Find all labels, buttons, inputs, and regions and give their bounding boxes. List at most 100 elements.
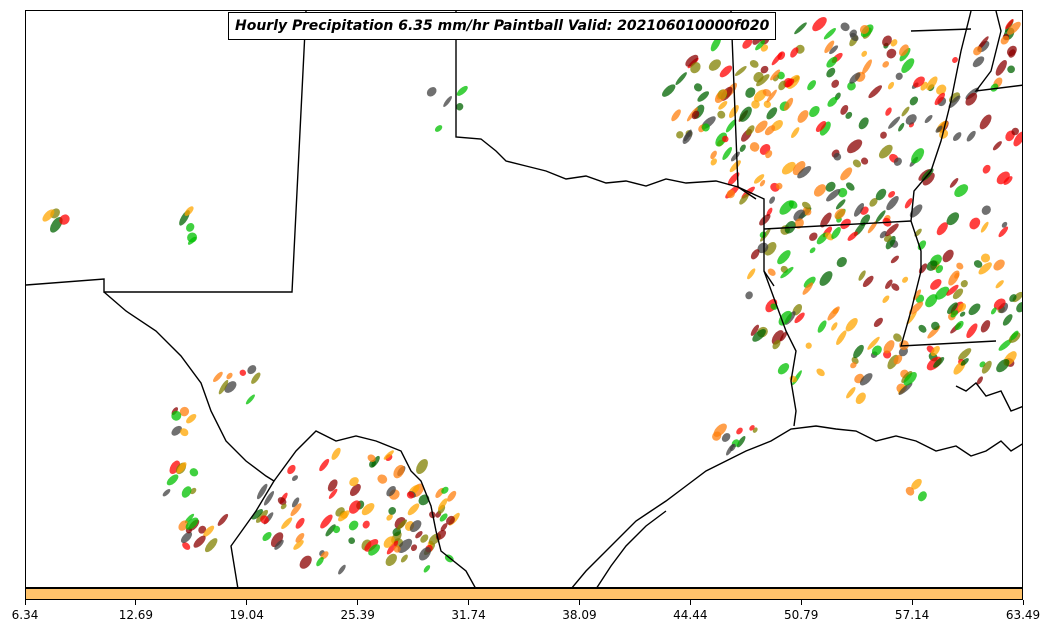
precip-cell [922, 172, 935, 186]
precip-cell [187, 232, 198, 243]
precip-cell [998, 226, 1009, 238]
precip-cell [883, 234, 892, 242]
precip-cell [995, 60, 1007, 76]
state-boundary-ok-ar [730, 11, 775, 287]
precip-cell [193, 535, 206, 548]
precip-cell [880, 131, 887, 139]
precip-cell [456, 85, 468, 96]
precip-cell [721, 433, 731, 442]
precip-cell [184, 206, 194, 216]
precip-cell [980, 253, 991, 263]
precip-cell [873, 317, 883, 328]
colorbar-tick-mark [135, 600, 137, 605]
precip-cell [935, 125, 943, 133]
precip-cell [990, 307, 997, 315]
precip-cell [751, 100, 760, 109]
precip-cell [957, 303, 967, 312]
precip-cell [386, 540, 399, 555]
precip-cell [809, 105, 820, 118]
precip-cell [840, 167, 853, 181]
la-delta [955, 382, 1022, 412]
precip-cell [295, 517, 305, 529]
precip-cell [319, 458, 330, 472]
precip-cell [42, 209, 55, 222]
precip-cell [924, 114, 933, 124]
precip-cell [968, 303, 981, 316]
precip-cell [766, 89, 777, 103]
colorbar-tick-label: 6.34 [11, 608, 39, 622]
precip-cell [858, 270, 866, 281]
precip-cell [981, 360, 992, 374]
precip-cell [662, 84, 676, 97]
colorbar-tick-label: 31.74 [451, 608, 486, 622]
colorbar-tick-label: 63.49 [1005, 608, 1041, 622]
precip-cell [440, 523, 448, 532]
precip-cell [753, 71, 764, 83]
precip-cell [435, 529, 447, 540]
precip-cell [1006, 45, 1017, 57]
precip-cell [434, 125, 443, 132]
precip-cell [934, 92, 945, 106]
precip-cell [791, 127, 800, 139]
precip-cell [198, 525, 207, 534]
precip-cell [287, 464, 296, 475]
precip-cell [976, 376, 983, 385]
precip-cell [936, 84, 947, 95]
colorbar [25, 588, 1023, 600]
colorbar-tick-mark [357, 600, 359, 605]
precip-cell [883, 340, 895, 354]
state-boundary-tn [910, 28, 972, 32]
precip-cell [868, 85, 883, 99]
precip-cell [948, 270, 960, 286]
precip-cell [980, 320, 991, 333]
precip-cell [911, 148, 925, 164]
precip-cell [717, 110, 726, 119]
precip-cell [969, 217, 981, 230]
precip-cell [794, 218, 804, 229]
precip-cell [777, 250, 791, 265]
precip-cell [995, 280, 1004, 289]
precip-cell [846, 182, 855, 191]
colorbar-tick-label: 57.14 [894, 608, 930, 622]
precip-cell [697, 91, 710, 102]
state-boundary-ms-al [974, 11, 1022, 92]
precip-cell [902, 276, 909, 283]
precip-cell [742, 38, 753, 49]
precip-cell [362, 520, 370, 529]
precip-cell [824, 40, 835, 54]
precip-cell [293, 540, 304, 550]
precip-cell [899, 44, 909, 57]
precip-cell [855, 392, 866, 405]
precip-cell [885, 279, 893, 290]
precip-cell [441, 486, 449, 494]
precip-cell [831, 322, 838, 331]
precip-cell [849, 29, 857, 38]
precip-cell [736, 435, 746, 448]
precip-cell [280, 503, 287, 510]
precip-cell [926, 260, 938, 271]
precip-cell [765, 150, 773, 159]
precip-cell [726, 189, 735, 199]
precip-cell [893, 157, 902, 166]
precip-cell [930, 345, 940, 357]
precip-cell [903, 372, 917, 386]
precip-cell [781, 161, 796, 175]
precip-cell [759, 179, 766, 187]
precip-cell [439, 513, 448, 522]
precip-cell [954, 272, 960, 279]
precip-cell [980, 221, 989, 233]
precip-cell [396, 519, 408, 531]
colorbar-tick-mark [468, 600, 470, 605]
precip-cell [262, 532, 272, 541]
precip-cell [217, 513, 229, 526]
precip-cell [393, 464, 405, 479]
precip-cell [420, 534, 429, 543]
precip-cell [893, 333, 902, 342]
precip-cell [1013, 131, 1022, 147]
state-boundary-ar-la [763, 220, 912, 230]
precip-cell [784, 78, 795, 88]
precip-cell [393, 545, 401, 553]
precip-cell [905, 486, 915, 496]
precip-cell [171, 410, 182, 421]
precip-cell [954, 320, 964, 331]
